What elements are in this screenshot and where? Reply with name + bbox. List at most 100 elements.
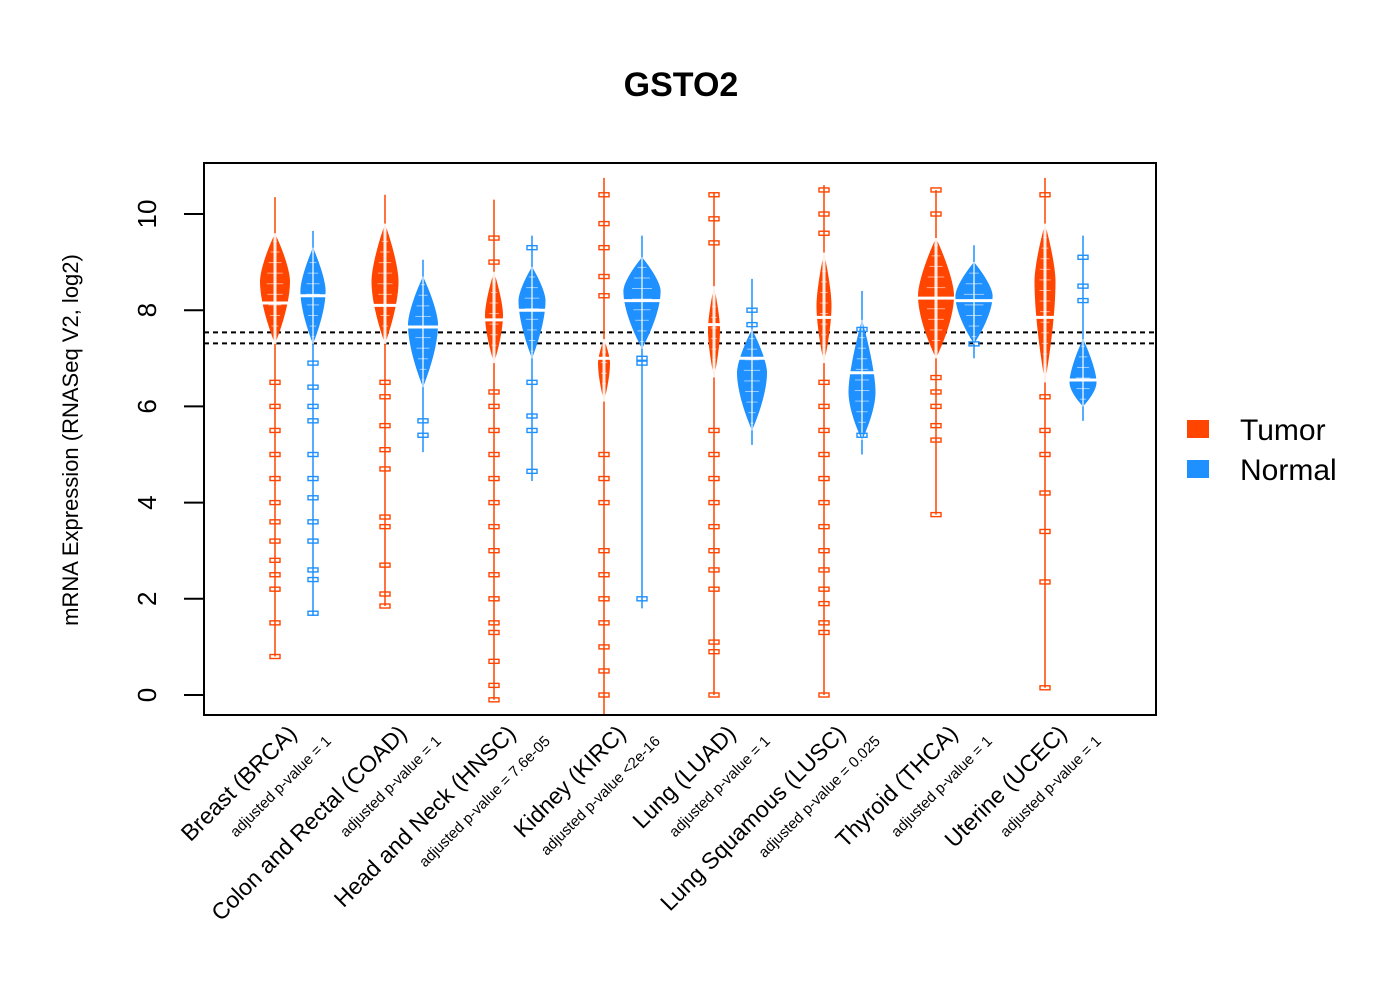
outlier-point: [488, 403, 500, 410]
outlier-point: [307, 538, 319, 544]
outlier-point: [379, 523, 391, 530]
outlier-point: [379, 422, 391, 429]
outlier-point: [417, 432, 429, 438]
violin-normal: [954, 245, 994, 359]
outlier-point: [1077, 283, 1089, 289]
outlier-point: [746, 321, 758, 328]
outlier-point: [1039, 451, 1051, 458]
outlier-point: [1039, 490, 1051, 496]
outlier-point: [269, 451, 281, 458]
outlier-point: [708, 216, 720, 222]
outlier-point: [379, 514, 391, 520]
outlier-point: [269, 572, 281, 578]
outlier-point: [526, 379, 538, 386]
violin-tumor: [707, 192, 721, 698]
outlier-point: [930, 187, 942, 193]
violin-normal: [622, 235, 662, 609]
outlier-point: [269, 403, 281, 410]
legend-swatch-tumor: [1187, 420, 1209, 438]
outlier-point: [818, 548, 830, 554]
outlier-point: [930, 437, 942, 443]
outlier-point: [1039, 427, 1051, 434]
outlier-point: [488, 475, 500, 482]
outlier-point: [818, 586, 830, 592]
outlier-point: [598, 668, 610, 674]
outlier-point: [930, 422, 942, 429]
outlier-point: [708, 548, 720, 554]
outlier-point: [307, 403, 319, 410]
outlier-point: [856, 326, 868, 333]
outlier-point: [818, 475, 830, 482]
outlier-point: [1077, 254, 1089, 260]
outlier-point: [708, 240, 720, 246]
outlier-point: [818, 427, 830, 434]
outlier-point: [818, 403, 830, 410]
outlier-point: [1077, 297, 1089, 304]
outlier-point: [708, 586, 720, 592]
outlier-point: [307, 576, 319, 583]
outlier-point: [598, 475, 610, 482]
outlier-point: [488, 427, 500, 434]
outlier-point: [598, 293, 610, 299]
legend: Tumor Normal: [1187, 414, 1337, 487]
outlier-point: [818, 451, 830, 458]
outlier-point: [708, 499, 720, 506]
outlier-point: [708, 451, 720, 458]
outlier-point: [818, 620, 830, 626]
violin-tumor: [917, 187, 955, 518]
outlier-point: [1039, 192, 1051, 198]
y-tick-label: 4: [132, 495, 162, 509]
outlier-point: [598, 572, 610, 578]
outlier-point: [968, 341, 980, 347]
outlier-point: [269, 427, 281, 434]
outlier-point: [488, 629, 500, 636]
outlier-point: [307, 495, 319, 501]
legend-swatch-normal: [1187, 460, 1209, 478]
legend-label-normal: Normal: [1240, 454, 1337, 487]
violin-normal: [407, 259, 439, 453]
y-tick-label: 10: [132, 200, 162, 229]
outlier-point: [930, 511, 942, 518]
outlier-point: [598, 644, 610, 650]
violin-normal: [517, 235, 547, 481]
y-axis-label: mRNA Expression (RNASeq V2, log2): [58, 254, 83, 626]
outlier-point: [379, 591, 391, 597]
outlier-point: [930, 403, 942, 410]
outlier-point: [307, 475, 319, 482]
outlier-point: [818, 187, 830, 193]
outlier-point: [269, 538, 281, 544]
outlier-point: [818, 523, 830, 530]
outlier-point: [417, 418, 429, 424]
outlier-point: [598, 273, 610, 280]
outlier-point: [526, 468, 538, 475]
outlier-point: [488, 620, 500, 626]
outlier-point: [818, 629, 830, 636]
outlier-point: [930, 389, 942, 395]
outlier-point: [818, 379, 830, 386]
outlier-point: [708, 427, 720, 434]
legend-label-tumor: Tumor: [1240, 414, 1326, 447]
outlier-point: [488, 548, 500, 554]
violin-tumor: [370, 194, 400, 609]
outlier-point: [598, 548, 610, 554]
outlier-point: [307, 451, 319, 458]
outlier-point: [307, 610, 319, 616]
outlier-point: [708, 192, 720, 198]
outlier-point: [269, 499, 281, 506]
outlier-point: [269, 475, 281, 482]
outlier-point: [526, 427, 538, 434]
outlier-point: [708, 649, 720, 655]
outlier-point: [488, 682, 500, 689]
outlier-point: [1039, 579, 1051, 585]
outlier-point: [307, 418, 319, 424]
outlier-point: [307, 567, 319, 573]
outlier-point: [269, 557, 281, 564]
outlier-point: [598, 692, 610, 698]
plot-marks: [204, 177, 1156, 715]
outlier-point: [930, 374, 942, 381]
outlier-point: [856, 432, 868, 438]
outlier-point: [818, 499, 830, 506]
outlier-point: [598, 192, 610, 198]
violin-tumor: [597, 177, 611, 715]
outlier-point: [708, 639, 720, 645]
